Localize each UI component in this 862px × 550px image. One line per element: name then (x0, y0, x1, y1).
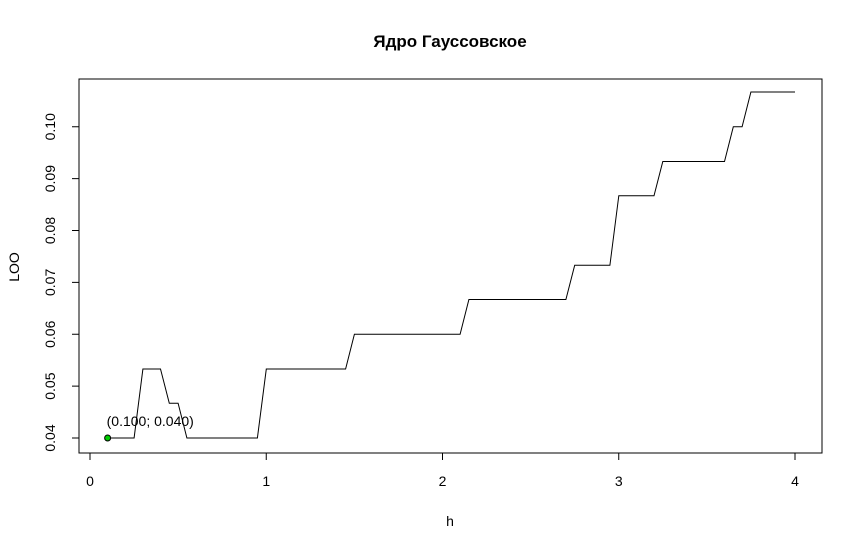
y-tick-label: 0.04 (42, 424, 58, 451)
x-tick-label: 3 (615, 473, 623, 489)
x-tick-label: 1 (262, 473, 270, 489)
x-axis-label: h (446, 513, 454, 529)
y-tick-label: 0.10 (42, 113, 58, 140)
best-point-label: (0.100; 0.040) (107, 413, 194, 429)
y-tick-label: 0.07 (42, 269, 58, 296)
x-tick-label: 4 (791, 473, 799, 489)
chart-title: Ядро Гауссовское (373, 32, 526, 51)
x-tick-label: 2 (439, 473, 447, 489)
y-axis-label: LOO (6, 252, 22, 282)
series-line (107, 91, 795, 439)
y-tick-label: 0.05 (42, 372, 58, 399)
y-tick-label: 0.06 (42, 320, 58, 347)
y-tick-label: 0.09 (42, 165, 58, 192)
best-point-marker (104, 434, 112, 442)
y-tick-label: 0.08 (42, 217, 58, 244)
x-axis: 0 1 2 3 4 (86, 452, 799, 489)
plot-frame (78, 78, 823, 454)
x-tick-label: 0 (86, 473, 94, 489)
y-axis: 0.04 0.05 0.06 0.07 0.08 0.09 0.10 (42, 113, 80, 452)
